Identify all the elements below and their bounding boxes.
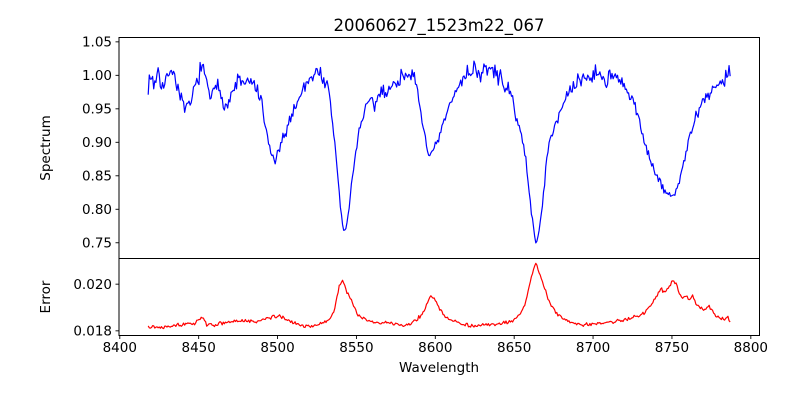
y-tick-label: 1.00: [82, 68, 112, 84]
y-tick-label: 0.80: [82, 202, 112, 218]
y-tick-label: 0.018: [73, 324, 112, 340]
y-tick-label: 1.05: [82, 35, 112, 51]
y-tick-label: 0.85: [82, 168, 112, 184]
x-tick-label: 8800: [734, 340, 768, 356]
x-tick-label: 8500: [260, 340, 294, 356]
x-tick-label: 8650: [497, 340, 531, 356]
plot-area-spectrum: [118, 37, 760, 259]
x-tick-label: 8750: [655, 340, 689, 356]
error-line: [147, 262, 731, 330]
y-axis-label-error: Error: [38, 280, 54, 313]
x-tick-label: 8700: [576, 340, 610, 356]
x-tick-label: 8400: [103, 340, 137, 356]
y-axis-label-spectrum: Spectrum: [38, 115, 54, 180]
x-tick-label: 8600: [418, 340, 452, 356]
y-tick-label: 0.020: [73, 277, 112, 293]
plot-area-error: [118, 258, 760, 336]
x-tick-label: 8550: [339, 340, 373, 356]
spectrum-line: [147, 60, 731, 244]
y-tick-label: 0.75: [82, 235, 112, 251]
axes-layer: 0.75 0.80 0.85 0.90 0.95 1.00 1.05 0.018 0.020 84…: [73, 35, 768, 356]
x-tick-label: 8450: [181, 340, 215, 356]
chart-title: 20060627_1523m22_067: [333, 16, 544, 36]
y-tick-label: 0.90: [82, 135, 112, 151]
y-tick-label: 0.95: [82, 102, 112, 118]
x-axis-label: Wavelength: [399, 360, 479, 376]
